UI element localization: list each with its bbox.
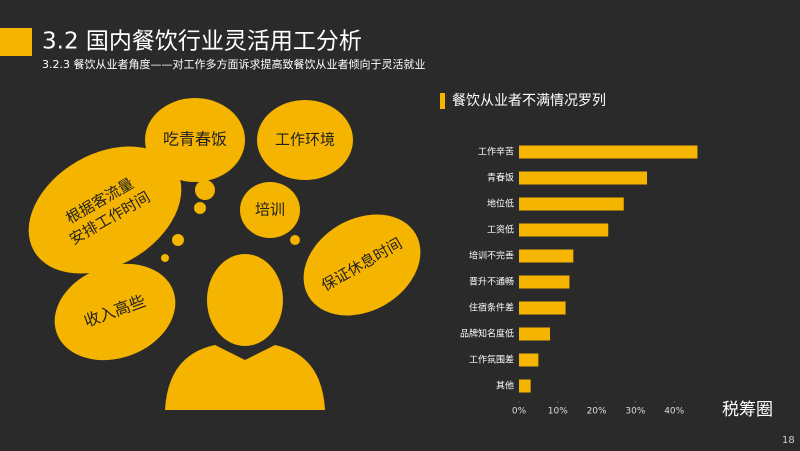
y-tick-label: 地位低 <box>487 198 514 210</box>
x-tick-label: 40% <box>664 407 684 417</box>
y-tick-label: 培训不完善 <box>469 250 514 262</box>
bar <box>519 275 570 289</box>
brand: 税筹圈 <box>722 400 773 420</box>
bar <box>519 145 698 159</box>
x-tick-label: 20% <box>587 407 607 417</box>
person-head <box>207 254 283 346</box>
y-tick-label: 晋升不通畅 <box>469 276 514 288</box>
y-tick-label: 工资低 <box>487 224 514 236</box>
y-tick-label: 工作辛苦 <box>478 146 514 158</box>
y-tick-label: 住宿条件差 <box>469 302 514 314</box>
thought-dot <box>172 234 184 246</box>
thought-bubble: 工作环境 <box>257 100 353 180</box>
bubble-text: 工作环境 <box>275 131 335 149</box>
y-tick-label: 品牌知名度低 <box>460 328 514 340</box>
person-body <box>165 345 325 410</box>
bubble-shape <box>145 98 245 182</box>
bar <box>519 353 539 367</box>
thought-dot <box>195 180 215 200</box>
bubble-shape <box>257 100 353 180</box>
thought-bubble: 保证休息时间 <box>303 214 421 316</box>
thought-bubble: 吃青春饭 <box>145 98 245 182</box>
bar <box>519 249 574 263</box>
y-tick-label: 工作氛围差 <box>469 354 514 366</box>
bar <box>519 327 551 341</box>
thought-dot <box>194 202 206 214</box>
bar <box>519 223 609 237</box>
bubble-shape <box>54 263 176 361</box>
bar <box>519 301 566 315</box>
chart-title: 餐饮从业者不满情况罗列 <box>452 93 606 109</box>
bar <box>519 171 648 185</box>
bar <box>519 197 624 211</box>
slide-subtitle: 3.2.3 餐饮从业者角度——对工作多方面诉求提高致餐饮从业者倾向于灵活就业 <box>42 57 425 71</box>
bubble-text: 培训 <box>255 201 285 219</box>
bubble-shape <box>240 182 300 238</box>
bubble-shape <box>303 214 421 316</box>
x-tick-label: 0% <box>512 407 527 417</box>
slide-title: 3.2 国内餐饮行业灵活用工分析 <box>42 29 362 55</box>
thought-dot <box>161 254 169 262</box>
bar <box>519 379 531 393</box>
title-accent <box>0 28 32 56</box>
thought-bubble: 收入高些 <box>54 263 176 361</box>
x-tick-label: 10% <box>548 407 568 417</box>
y-tick-label: 青春饭 <box>487 172 514 184</box>
page-number: 18 <box>782 435 795 446</box>
bubble-shape <box>28 146 182 274</box>
y-tick-label: 其他 <box>496 380 514 392</box>
chart-title-accent <box>440 93 445 109</box>
x-tick-label: 30% <box>625 407 645 417</box>
thought-dot <box>290 235 300 245</box>
bubble-text: 吃青春饭 <box>163 130 227 149</box>
thought-bubble: 培训 <box>240 182 300 238</box>
